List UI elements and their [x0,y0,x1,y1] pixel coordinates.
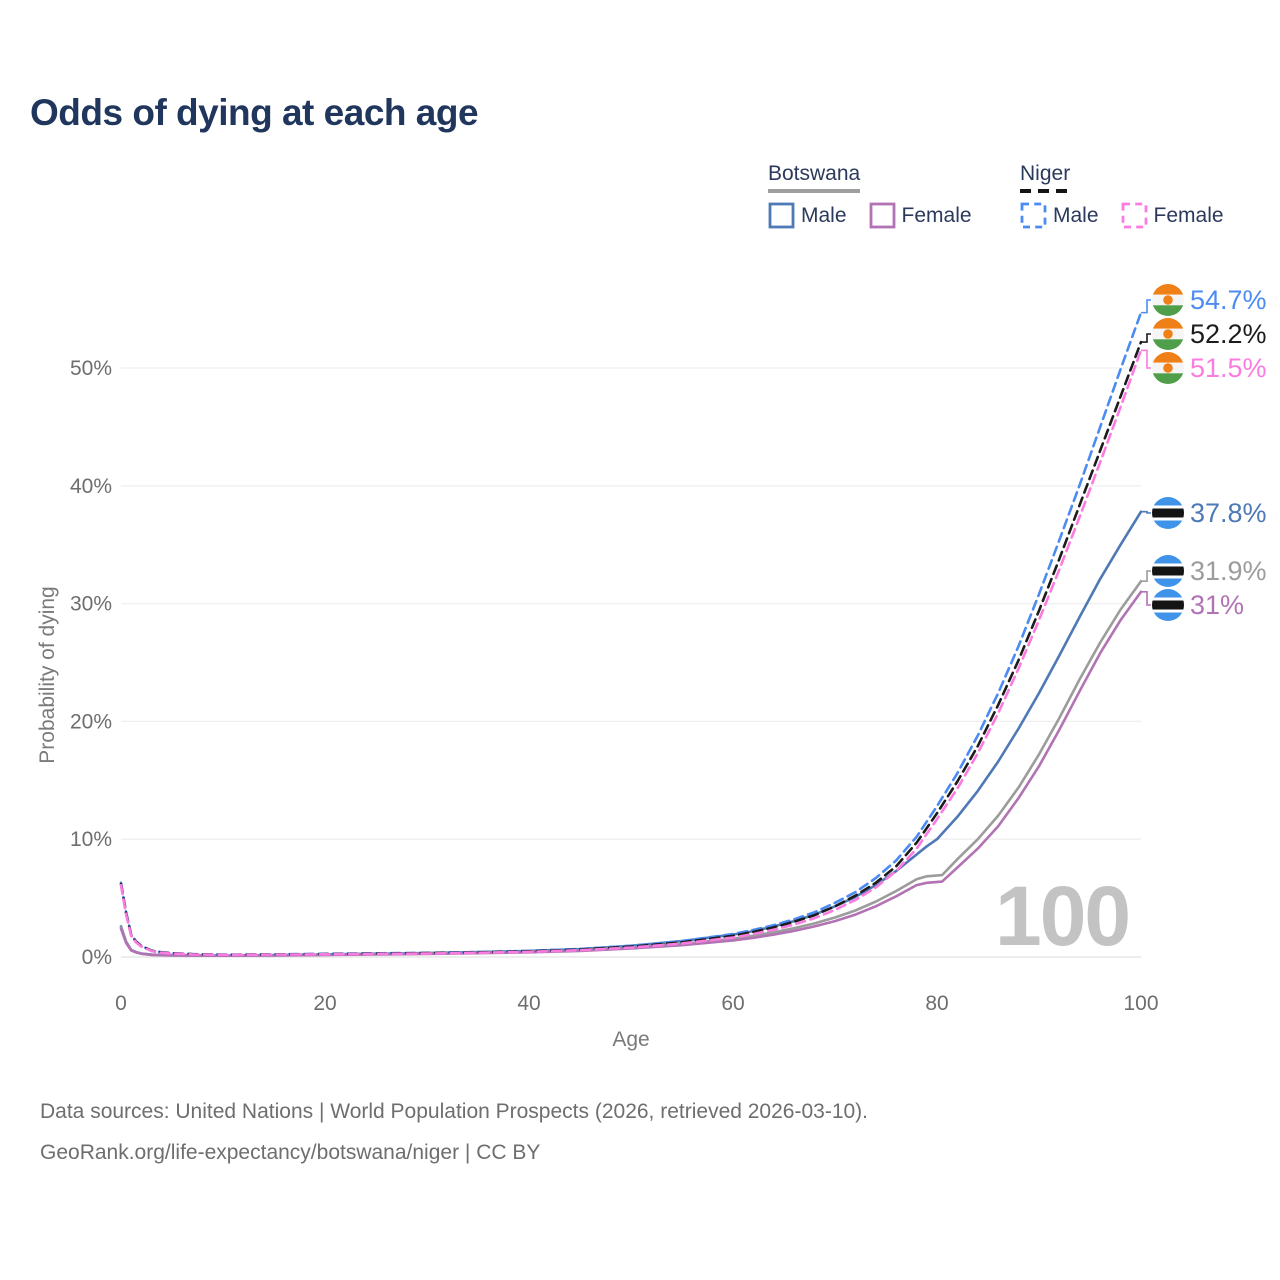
legend-country-label: Niger [1020,162,1071,185]
botswana-flag-icon [1152,497,1184,529]
legend-swatch-botswana-male[interactable] [768,202,795,229]
end-labels: 37.8% 31.9% 31% 54.7% 52.2% 51.5% [1141,284,1267,621]
x-tick-label: 20 [313,992,336,1015]
x-tick-label: 0 [115,992,127,1015]
attribution-link-text[interactable]: GeoRank.org/life-expectancy/botswana/nig… [40,1141,541,1164]
niger-flag-icon [1152,284,1184,316]
end-label-connector [1141,510,1151,514]
end-value-label: 31% [1190,590,1244,620]
y-tick-label: 40% [70,475,112,498]
axis-ticks: 0% 10% 20% 30% 40% 50% 0 20 40 60 80 100 [70,357,1159,1015]
legend-country-linestyle-dashed [1020,189,1071,193]
page-title: Odds of dying at each age [30,92,479,133]
end-label-connector [1141,349,1151,369]
end-value-label: 52.2% [1190,319,1267,349]
line-botswana-both-sexes [119,579,1143,957]
legend-item-label[interactable]: Female [901,203,972,227]
botswana-flag-icon [1152,555,1184,587]
legend-group-niger: Niger Male Female [1020,162,1240,229]
legend-item-label[interactable]: Female [1153,203,1224,227]
y-tick-label: 0% [82,946,112,969]
legend-item-label[interactable]: Male [801,203,847,227]
end-value-label: 31.9% [1190,556,1267,586]
x-axis-title: Age [612,1028,650,1051]
end-label-connector [1141,570,1151,583]
end-label-connector [1141,591,1151,606]
line-niger-female [119,349,1143,957]
line-niger-male [119,311,1143,956]
x-tick-label: 80 [925,992,948,1015]
legend-country-label: Botswana [768,162,861,185]
legend-group-botswana: Botswana Male Female [768,162,988,229]
line-botswana-female [119,590,1143,957]
age-watermark: 100 [995,869,1131,963]
botswana-flag-icon [1152,589,1184,621]
x-tick-label: 60 [721,992,744,1015]
gridlines [121,367,1141,958]
y-tick-label: 50% [70,357,112,380]
legend-swatch-botswana-female[interactable] [869,202,896,229]
series-lines [119,311,1143,957]
end-label-connector [1141,299,1151,314]
end-value-label: 37.8% [1190,498,1267,528]
end-value-label: 54.7% [1190,285,1267,315]
end-value-label: 51.5% [1190,353,1267,383]
legend-item-label[interactable]: Male [1053,203,1099,227]
y-tick-label: 30% [70,593,112,616]
y-tick-label: 20% [70,710,112,733]
x-tick-label: 100 [1123,992,1158,1015]
y-tick-label: 10% [70,828,112,851]
x-tick-label: 40 [517,992,540,1015]
legend-country-linestyle-solid [768,189,861,193]
line-niger-both-sexes [119,340,1143,957]
end-label-connector [1141,333,1151,343]
niger-flag-icon [1152,352,1184,384]
niger-flag-icon [1152,318,1184,350]
data-sources-text: Data sources: United Nations | World Pop… [40,1100,869,1123]
